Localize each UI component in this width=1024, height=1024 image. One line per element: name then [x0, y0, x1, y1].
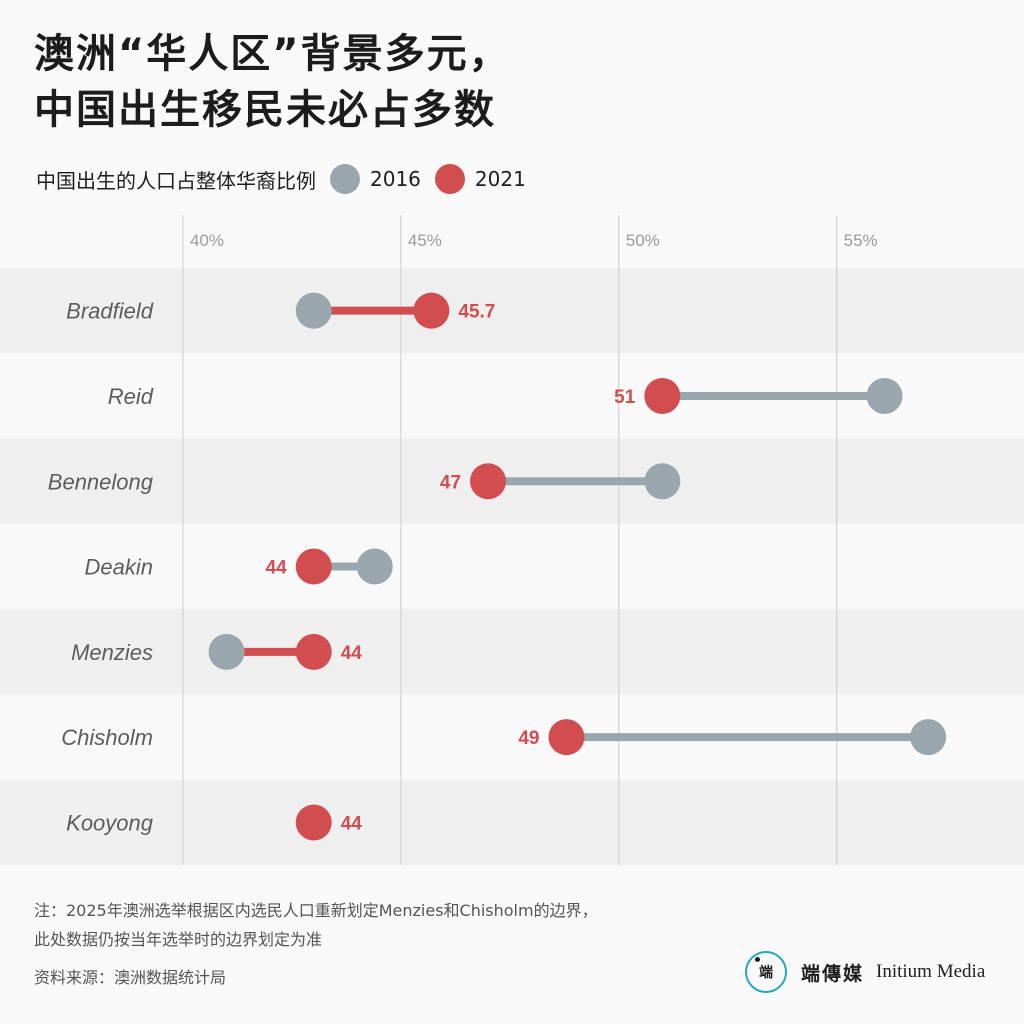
legend: 中国出生的人口占整体华裔比例 2016 2021	[36, 160, 528, 198]
row-band-bradfield	[0, 268, 1024, 354]
dot-2021-chisholm	[548, 719, 585, 756]
logo-glyph: 端	[759, 965, 773, 981]
brand-name-en: Initium Media	[876, 961, 986, 982]
legend-label: 中国出生的人口占整体华裔比例	[36, 168, 316, 193]
brand-name-cn: 端傳媒	[801, 962, 865, 985]
row-label-bennelong: Bennelong	[48, 469, 154, 494]
dot-2016-menzies	[208, 633, 245, 670]
title-line-1: 澳洲“华人区”背景多元，	[34, 31, 511, 77]
logo-dot	[755, 957, 760, 962]
dot-2021-deakin	[295, 548, 332, 585]
value-label-bradfield: 45.7	[458, 302, 495, 323]
x-tick-label-50: 50%	[626, 231, 660, 250]
footnote-line-1: 注：2025年澳洲选举根据区内选民人口重新划定Menzies和Chisholm的…	[34, 901, 598, 920]
source-text: 资料来源：澳洲数据统计局	[34, 968, 227, 987]
row-label-menzies: Menzies	[71, 640, 153, 665]
row-label-deakin: Deakin	[85, 555, 153, 580]
value-label-menzies: 44	[341, 643, 363, 664]
row-band-kooyong	[0, 779, 1024, 866]
row-band-menzies	[0, 609, 1024, 695]
chart-title: 澳洲“华人区”背景多元， 中国出生移民未必占多数	[34, 26, 511, 138]
dot-2016-bradfield	[295, 292, 332, 329]
x-tick-label-45: 45%	[408, 231, 442, 250]
legend-dot-2021	[434, 164, 465, 194]
legend-item-2016: 2016	[370, 167, 421, 191]
value-label-kooyong: 44	[341, 813, 363, 834]
initium-logo-icon: 端	[745, 951, 787, 993]
footnote: 注：2025年澳洲选举根据区内选民人口重新划定Menzies和Chisholm的…	[34, 896, 598, 954]
value-label-bennelong: 47	[440, 472, 461, 493]
x-tick-label-40: 40%	[190, 231, 224, 250]
dumbbell-chart: 40% 45% 50% 55% Bradfield 45.7 Reid 51 Bennelong…	[0, 215, 1024, 866]
dot-2021-kooyong	[295, 804, 332, 841]
row-label-chisholm: Chisholm	[61, 725, 153, 750]
row-label-kooyong: Kooyong	[66, 810, 154, 835]
dot-2016-reid	[866, 377, 903, 414]
x-tick-label-55: 55%	[844, 231, 878, 250]
value-label-chisholm: 49	[518, 728, 539, 749]
dot-2016-deakin	[356, 548, 393, 585]
dot-2021-menzies	[295, 633, 332, 670]
legend-dot-2016	[330, 164, 360, 194]
value-label-reid: 51	[614, 387, 636, 408]
brand: 端 端傳媒 Initium Media	[745, 948, 985, 996]
dot-2021-bradfield	[413, 292, 450, 329]
dot-2016-bennelong	[644, 463, 681, 500]
dot-2021-bennelong	[470, 463, 507, 500]
dot-2016-chisholm	[910, 719, 947, 756]
dot-2021-reid	[644, 377, 681, 414]
legend-item-2021: 2021	[474, 167, 526, 191]
footnote-line-2: 此处数据仍按当年选举时的边界划定为准	[34, 930, 323, 949]
row-label-bradfield: Bradfield	[66, 299, 154, 324]
title-line-2: 中国出生移民未必占多数	[34, 87, 496, 133]
value-label-deakin: 44	[266, 558, 288, 579]
row-label-reid: Reid	[108, 384, 154, 409]
